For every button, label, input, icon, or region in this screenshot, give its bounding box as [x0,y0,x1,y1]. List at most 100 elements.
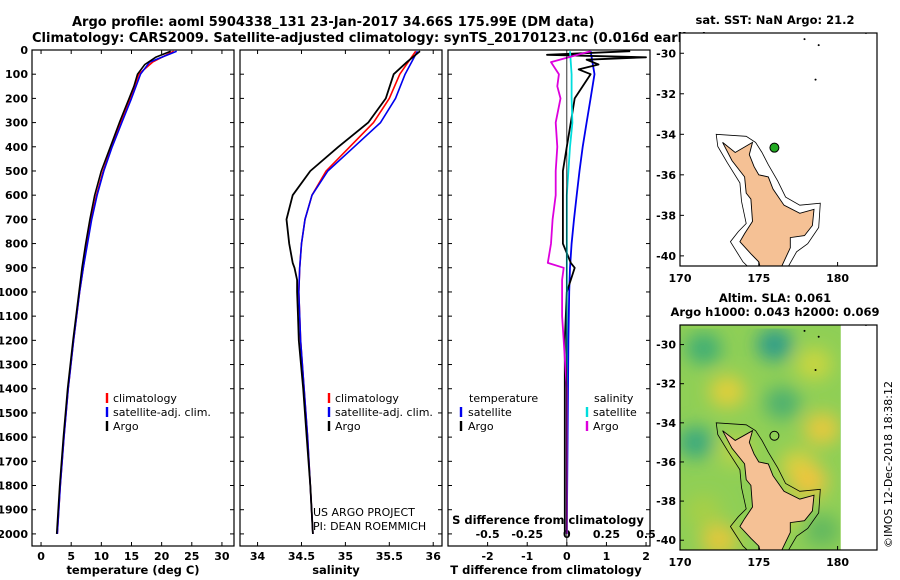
depth-tick-label: 400 [5,141,28,154]
small-island [814,369,817,371]
sla-anomaly-blob [680,426,714,459]
small-island [817,335,820,338]
lon-tick-label: 170 [669,272,692,285]
lon-tick-label: 170 [669,556,692,569]
depth-tick-label: 800 [5,238,28,251]
legend-label: Argo [593,420,619,433]
depth-tick-label: 200 [5,92,28,105]
x-tick-label: 2 [642,550,650,563]
x-tick-label: 34.5 [288,550,315,563]
x-tick-label: 35.5 [376,550,403,563]
small-island [803,329,806,332]
depth-tick-label: 600 [5,189,28,202]
x-tick-label: 35 [338,550,353,563]
depth-tick-label: 2000 [0,528,28,541]
sla-anomaly-blob [701,524,738,550]
small-island [814,78,817,81]
sst-map-land [715,33,867,266]
temperature-difference-axis-label: T difference from climatology [450,563,642,577]
sla-map-frame [679,324,878,551]
depth-tick-label: 500 [5,165,28,178]
lon-tick-label: 175 [747,556,770,569]
legend-label: climatology [335,392,399,405]
depth-tick-label: 900 [5,262,28,275]
legend-label: satellite [468,406,512,419]
top-x-tick-label: -0.5 [476,528,500,541]
depth-tick-label: 1900 [0,504,28,517]
legend-heading-salinity: salinity [594,392,634,405]
legend-label: Argo [113,420,139,433]
imos-watermark: ©IMOS 12-Dec-2018 18:38:12 [882,381,895,548]
top-x-tick-label: 0.5 [636,528,656,541]
depth-tick-label: 1500 [0,407,28,420]
sla-map-argo-marker [769,430,780,441]
depth-tick-label: 1600 [0,431,28,444]
sla-anomaly-blob [764,387,801,420]
difference-legend: temperature salinitysatelliteArgosatellit… [459,392,637,433]
legend-label: Argo [468,420,494,433]
north-island-land [722,141,815,266]
x-tick-label: 34 [250,550,266,563]
salinity-profiles [285,50,421,534]
depth-axis: 0 100 200 300 400 500 600 700 800 900 1000 1100 1200… [0,44,650,541]
credit-project: US ARGO PROJECT [313,506,415,519]
temperature-x-ticks: 0 5 10 15 20 25 30 [37,50,230,563]
argo-position-marker [769,142,780,153]
x-tick-label: 36 [426,550,442,563]
north-island-land [722,429,815,550]
temperature-panel-frame [31,49,235,547]
depth-tick-label: 1700 [0,455,28,468]
shelf-contour [715,422,821,550]
x-tick-label: 1 [603,550,611,563]
lat-tick-label: -40 [656,250,676,263]
salinity-difference-axis-label: S difference from climatology [452,513,644,527]
difference-profiles [546,50,647,546]
lat-tick-label: -30 [656,47,676,60]
x-tick-label: 30 [214,550,230,563]
sla-anomaly-blob [791,465,828,498]
temperature-axis-label: temperature (deg C) [66,563,199,577]
x-tick-label: 0 [563,550,571,563]
x-tick-label: 10 [94,550,110,563]
depth-tick-label: 100 [5,68,28,81]
sla-anomaly-blob [756,328,793,361]
sla-anomaly-blob [795,348,832,381]
sla-anomaly-blob [803,514,840,547]
figure-title-line2: Climatology: CARS2009. Satellite-adjuste… [32,31,708,46]
salinity-x-ticks: 34 34.5 35 35.5 36 [250,50,441,563]
legend-label: Argo [335,420,361,433]
depth-tick-label: 1200 [0,334,28,347]
lat-tick-label: -36 [656,456,676,469]
shelf-contour [715,133,821,266]
x-tick-label: -1 [521,550,533,563]
depth-tick-label: 0 [20,44,28,57]
depth-tick-label: 1800 [0,480,28,493]
small-island [817,44,820,47]
legend-label: satellite-adj. clim. [113,406,211,419]
credit-pi: PI: DEAN ROEMMICH [313,520,426,533]
top-x-tick-label: -0.25 [511,528,543,541]
lon-tick-label: 180 [826,556,849,569]
sla-map-field [680,325,867,550]
x-tick-label: -2 [481,550,493,563]
series-line-temperature-satellite [565,51,596,534]
legend-heading-temperature: temperature [469,392,538,405]
legend-label: satellite-adj. clim. [335,406,433,419]
x-tick-label: 25 [184,550,199,563]
lat-tick-label: -40 [656,534,676,547]
sla-map-ticks: 170 175 180 -30 -32 -34 -36 -38 -40 [656,339,849,569]
lat-tick-label: -38 [656,495,676,508]
depth-tick-label: 1100 [0,310,28,323]
figure-title-line1: Argo profile: aoml 5904338_131 23-Jan-20… [72,15,594,30]
sst-map-frame [679,32,878,267]
lat-tick-label: -34 [656,128,676,141]
lon-tick-label: 180 [826,272,849,285]
top-x-tick-label: 0.25 [593,528,620,541]
argo-position-marker [769,430,780,441]
legend-label: satellite [593,406,637,419]
series-line-climatology [297,50,417,534]
lat-tick-label: -36 [656,169,676,182]
sla-anomaly-blob [685,494,722,527]
sla-map-subtitle: Argo h1000: 0.043 h2000: 0.069 [670,305,879,319]
